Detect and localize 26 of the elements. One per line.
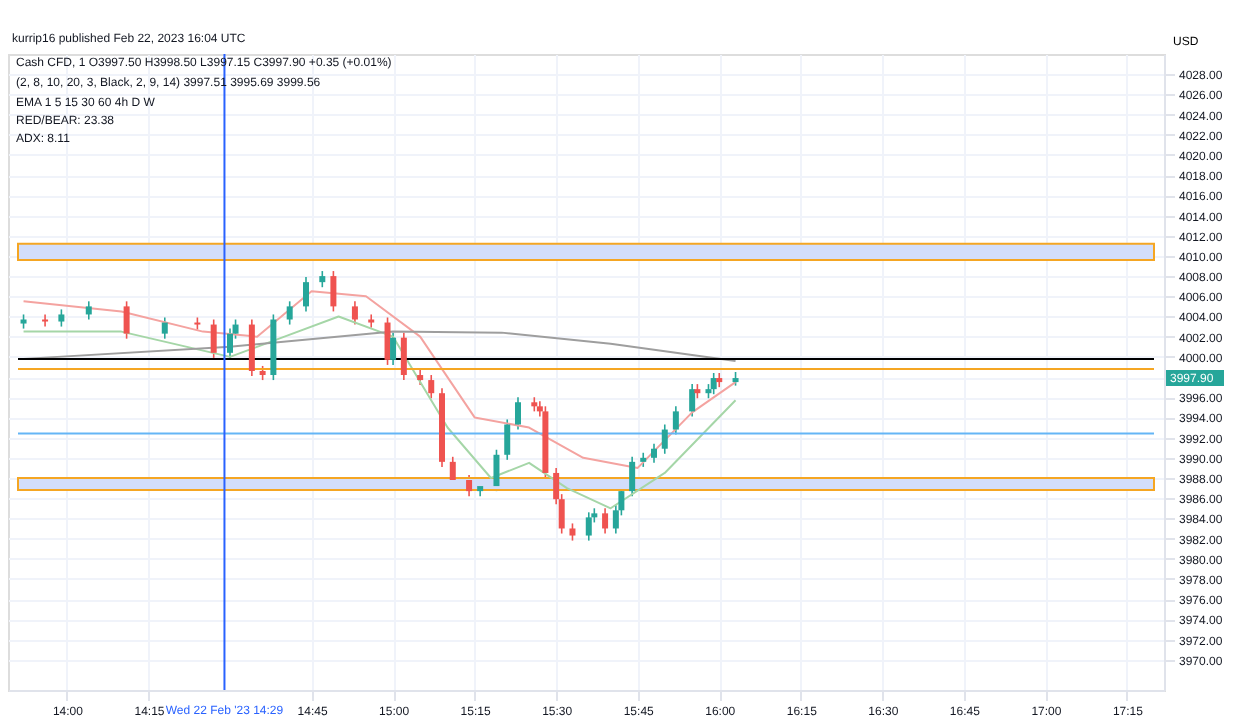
candlestick	[248, 318, 255, 377]
candlestick	[390, 331, 397, 366]
candlestick	[651, 442, 657, 464]
candlestick	[286, 300, 293, 326]
candlestick	[42, 313, 49, 328]
candlestick	[400, 331, 407, 381]
candlestick	[123, 300, 130, 340]
candlestick	[504, 418, 511, 461]
candlestick	[210, 318, 217, 359]
candlestick	[585, 511, 592, 542]
candlestick	[672, 405, 679, 436]
candlestick	[710, 372, 717, 396]
candlestick	[689, 383, 696, 418]
candlestick	[227, 327, 233, 359]
candlestick	[303, 276, 309, 313]
candlestick	[330, 270, 337, 313]
candlestick	[351, 300, 358, 326]
candlestick	[428, 374, 435, 400]
candlestick	[85, 300, 92, 321]
candlestick	[466, 474, 473, 497]
candlestick	[515, 396, 521, 431]
candlestick	[368, 313, 375, 329]
candlestick	[661, 423, 668, 455]
candlestick	[602, 507, 609, 535]
candlestick	[161, 316, 168, 340]
candlestick	[629, 456, 636, 497]
